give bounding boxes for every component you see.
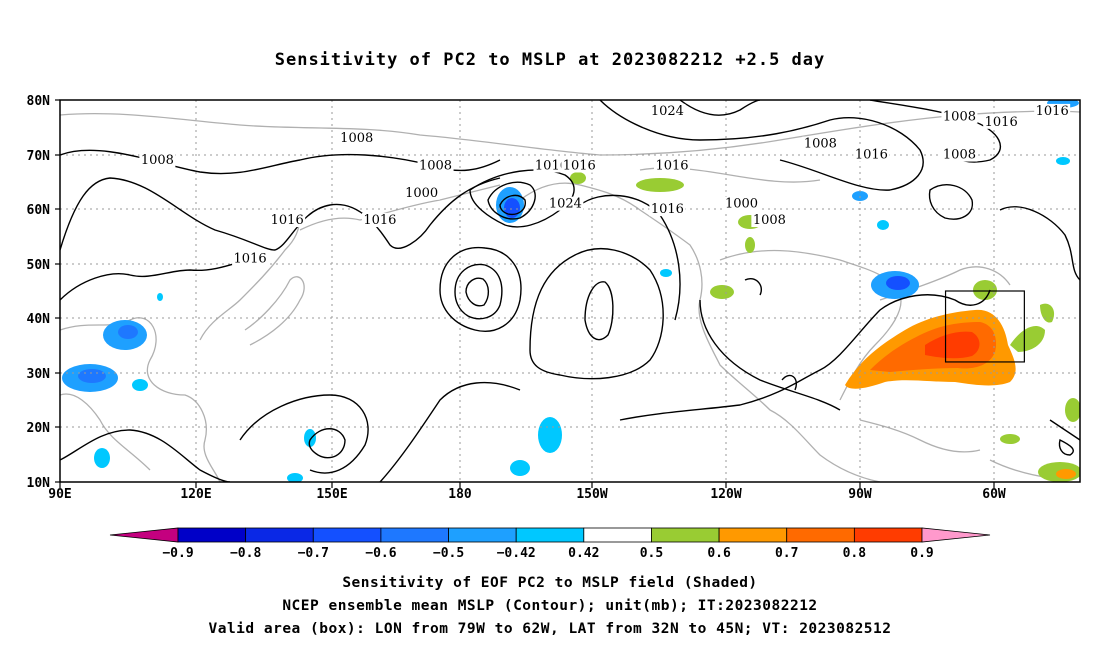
caption-line-1: Sensitivity of EOF PC2 to MSLP field (Sh… [342, 575, 758, 591]
contour-value-label: 1000 [725, 197, 758, 212]
lat-label: 40N [27, 312, 51, 327]
axis-ticks [55, 99, 995, 488]
colorbar-tick-label: 0.7 [775, 546, 798, 561]
contour-label-background [417, 158, 454, 173]
colorbar-tick-label: 0.42 [568, 546, 599, 561]
colorbar-tick-label: −0.42 [497, 546, 536, 561]
lon-label: 90E [48, 487, 71, 502]
colorbar-tick-label: −0.7 [298, 546, 329, 561]
colorbar-extend-left [109, 527, 179, 543]
longitude-labels: 90E 120E 150E 180 150W 120W 90W 60W [48, 487, 1006, 502]
colorbar-tick-label: 0.6 [707, 546, 731, 561]
plot-area [60, 100, 1080, 482]
lat-label: 10N [27, 476, 51, 491]
contour-label-background [941, 109, 978, 124]
caption-line-3: Valid area (box): LON from 79W to 62W, L… [208, 621, 892, 637]
contour-value-label: 1008 [943, 109, 976, 124]
contour-label-background [232, 251, 269, 266]
colorbar-swatch [380, 527, 449, 543]
contour-value-label: 1008 [419, 158, 452, 173]
contour-value-label: 1008 [804, 137, 837, 152]
colorbar-tick-label: −0.9 [162, 546, 193, 561]
contour-label-background [853, 147, 890, 162]
contour-label-background [649, 202, 686, 217]
lat-label: 70N [27, 149, 51, 164]
colorbar-swatch [245, 527, 314, 543]
contour-label-background [654, 158, 690, 173]
contour-label-background [751, 213, 788, 228]
colorbar-swatch [583, 527, 652, 543]
contour-value-label: 1016 [535, 158, 568, 173]
contour-label-background [403, 185, 440, 200]
caption-line-2: NCEP ensemble mean MSLP (Contour); unit(… [282, 598, 818, 614]
plot-frame [59, 99, 1081, 483]
contour-label-background [649, 103, 686, 118]
colorbar-tick-label: −0.6 [365, 546, 396, 561]
colorbar-swatch [651, 527, 720, 543]
contour-label-background [338, 131, 375, 146]
colorbar-tick-label: −0.5 [433, 546, 464, 561]
valid-area-box [944, 290, 1025, 363]
lon-label: 120W [710, 487, 741, 502]
colorbar-swatch [448, 527, 517, 543]
lon-label: 180 [448, 487, 472, 502]
contour-value-label: 1008 [340, 131, 373, 146]
contour-value-label: 1008 [753, 213, 786, 228]
contour-label-background [983, 114, 1020, 129]
contour-value-label: 1016 [655, 158, 688, 173]
contour-value-label: 1008 [943, 148, 976, 163]
contour-label-background [941, 147, 978, 162]
colorbar-tick-label: 0.5 [640, 546, 663, 561]
colorbar-swatch [853, 527, 923, 543]
colorbar-swatch [312, 527, 382, 543]
contour-value-label: 1016 [363, 213, 396, 228]
lat-label: 20N [27, 421, 51, 436]
lon-label: 120E [180, 487, 211, 502]
lat-label: 50N [27, 258, 51, 273]
contour-label-background [802, 136, 839, 151]
contour-label-background [361, 213, 398, 228]
colorbar-tick-label: −0.8 [230, 546, 261, 561]
contour-label-background [139, 153, 176, 168]
chart-title: Sensitivity of PC2 to MSLP at 2023082212… [274, 50, 826, 70]
contour-value-label: 1000 [405, 186, 438, 201]
colorbar-tick-label: 0.8 [843, 546, 867, 561]
lon-label: 90W [848, 487, 872, 502]
lon-label: 150W [576, 487, 607, 502]
lat-label: 60N [27, 203, 51, 218]
colorbar-swatch [515, 527, 585, 543]
contour-label-background [269, 213, 306, 228]
lat-label: 80N [27, 94, 51, 109]
lon-label: 150E [316, 487, 347, 502]
contour-value-label: 1016 [985, 115, 1018, 130]
contour-label-background [723, 196, 760, 211]
contour-value-label: 1008 [141, 153, 174, 168]
colorbar-swatch [786, 527, 855, 543]
colorbar-extend-right [921, 527, 991, 543]
lon-label: 60W [982, 487, 1006, 502]
contour-value-label: 1016 [234, 251, 267, 266]
colorbar-swatch [177, 527, 247, 543]
contour-value-label: 1016 [1036, 104, 1069, 119]
contour-value-label: 1016 [563, 158, 596, 173]
colorbar-swatch [718, 527, 788, 543]
contour-value-label: 1016 [271, 213, 304, 228]
latitude-labels: 80N 70N 60N 50N 40N 30N 20N 10N [27, 94, 51, 491]
colorbar: −0.9 −0.8 −0.7 −0.6 −0.5 −0.42 0.42 0.5 0.6 0.7 0.… [109, 527, 991, 561]
colorbar-tick-label: 0.9 [910, 546, 933, 561]
contour-value-label: 1016 [651, 202, 684, 217]
contour-value-label: 1024 [549, 197, 582, 212]
contour-value-label: 1024 [651, 104, 684, 119]
contour-labels: 1016100810001016102410161016101610081008… [139, 103, 1071, 266]
contour-label-background [561, 158, 598, 173]
contour-value-label: 1016 [855, 148, 888, 163]
mslp-contours [60, 100, 1080, 482]
contour-label-background [533, 158, 570, 173]
lat-label: 30N [27, 367, 51, 382]
contour-label-background [547, 196, 584, 211]
contour-label-background [1034, 103, 1071, 118]
